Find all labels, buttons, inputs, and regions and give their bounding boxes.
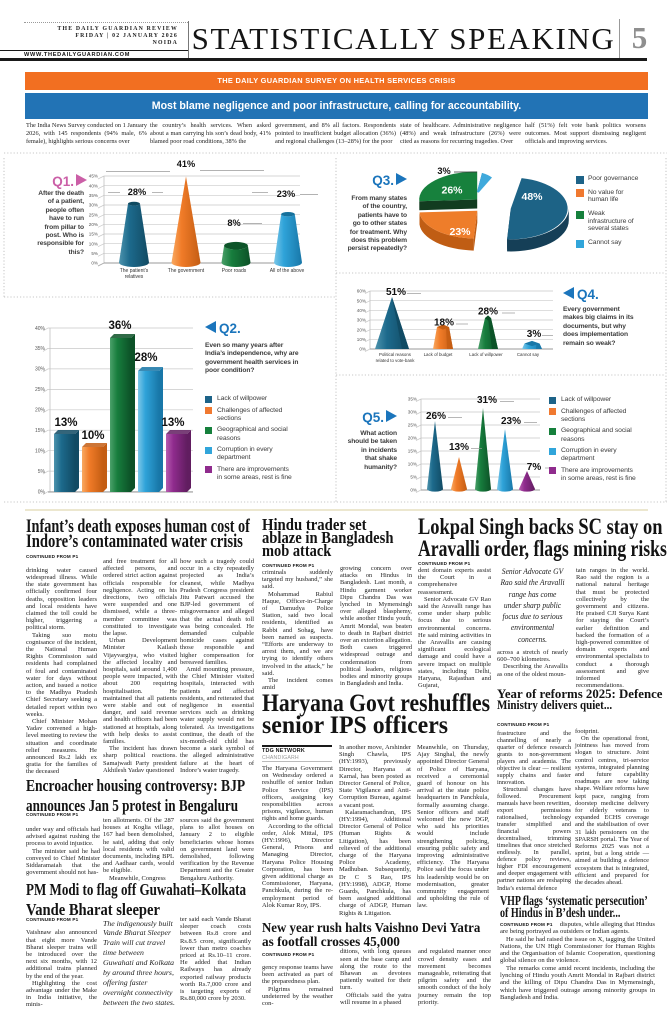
svg-text:3%: 3% bbox=[527, 329, 542, 340]
svg-text:13%: 13% bbox=[54, 417, 77, 429]
svg-text:25%: 25% bbox=[408, 423, 417, 428]
svg-text:5%: 5% bbox=[410, 475, 417, 480]
svg-text:20%: 20% bbox=[89, 222, 98, 227]
svg-text:20%: 20% bbox=[408, 436, 417, 441]
svg-text:36%: 36% bbox=[108, 320, 131, 332]
svg-text:23%: 23% bbox=[449, 226, 471, 238]
svg-text:30%: 30% bbox=[89, 203, 98, 208]
svg-text:10%: 10% bbox=[408, 462, 417, 467]
svg-text:28%: 28% bbox=[478, 307, 498, 318]
svg-text:15%: 15% bbox=[89, 232, 98, 237]
svg-text:31%: 31% bbox=[477, 395, 497, 406]
svg-text:18%: 18% bbox=[434, 318, 454, 329]
svg-text:45%: 45% bbox=[89, 174, 98, 179]
svg-text:0%: 0% bbox=[91, 261, 98, 266]
svg-text:26%: 26% bbox=[426, 411, 446, 422]
svg-text:5%: 5% bbox=[38, 469, 46, 475]
svg-text:10%: 10% bbox=[357, 337, 366, 342]
svg-text:Lack of budget: Lack of budget bbox=[424, 352, 454, 357]
svg-text:60%: 60% bbox=[357, 289, 366, 294]
svg-text:35%: 35% bbox=[35, 346, 46, 352]
svg-text:30%: 30% bbox=[35, 367, 46, 373]
svg-text:28%: 28% bbox=[128, 187, 146, 197]
svg-text:15%: 15% bbox=[35, 428, 46, 434]
svg-text:20%: 20% bbox=[357, 327, 366, 332]
svg-text:40%: 40% bbox=[357, 308, 366, 313]
svg-text:25%: 25% bbox=[35, 387, 46, 393]
svg-text:13%: 13% bbox=[449, 442, 469, 453]
svg-text:10%: 10% bbox=[35, 449, 46, 455]
svg-text:3%: 3% bbox=[437, 166, 450, 176]
svg-text:13%: 13% bbox=[161, 417, 184, 429]
svg-text:35%: 35% bbox=[408, 397, 417, 402]
svg-text:50%: 50% bbox=[357, 298, 366, 303]
svg-text:0%: 0% bbox=[38, 489, 46, 495]
svg-text:10%: 10% bbox=[81, 430, 104, 442]
svg-text:35%: 35% bbox=[89, 193, 98, 198]
svg-text:40%: 40% bbox=[89, 183, 98, 188]
svg-text:20%: 20% bbox=[35, 408, 46, 414]
svg-text:28%: 28% bbox=[134, 352, 157, 364]
svg-text:48%: 48% bbox=[521, 191, 543, 203]
svg-text:15%: 15% bbox=[408, 449, 417, 454]
svg-text:0%: 0% bbox=[359, 347, 366, 352]
svg-text:26%: 26% bbox=[441, 185, 463, 197]
svg-text:5%: 5% bbox=[91, 251, 98, 256]
svg-text:41%: 41% bbox=[177, 159, 195, 169]
svg-text:23%: 23% bbox=[501, 416, 521, 427]
svg-text:23%: 23% bbox=[277, 189, 295, 199]
svg-text:10%: 10% bbox=[89, 241, 98, 246]
svg-text:30%: 30% bbox=[357, 318, 366, 323]
svg-text:All of the above: All of the above bbox=[270, 268, 305, 274]
svg-text:Lack of willpower: Lack of willpower bbox=[469, 352, 503, 357]
svg-text:0%: 0% bbox=[410, 488, 417, 493]
svg-text:The government: The government bbox=[168, 268, 205, 274]
svg-text:7%: 7% bbox=[527, 462, 542, 473]
svg-text:8%: 8% bbox=[227, 218, 240, 228]
svg-text:51%: 51% bbox=[386, 287, 406, 298]
svg-text:40%: 40% bbox=[35, 326, 46, 332]
svg-text:30%: 30% bbox=[408, 410, 417, 415]
svg-text:Cannot say: Cannot say bbox=[517, 352, 540, 357]
svg-text:Poor roads: Poor roads bbox=[222, 268, 247, 274]
svg-text:25%: 25% bbox=[89, 212, 98, 217]
